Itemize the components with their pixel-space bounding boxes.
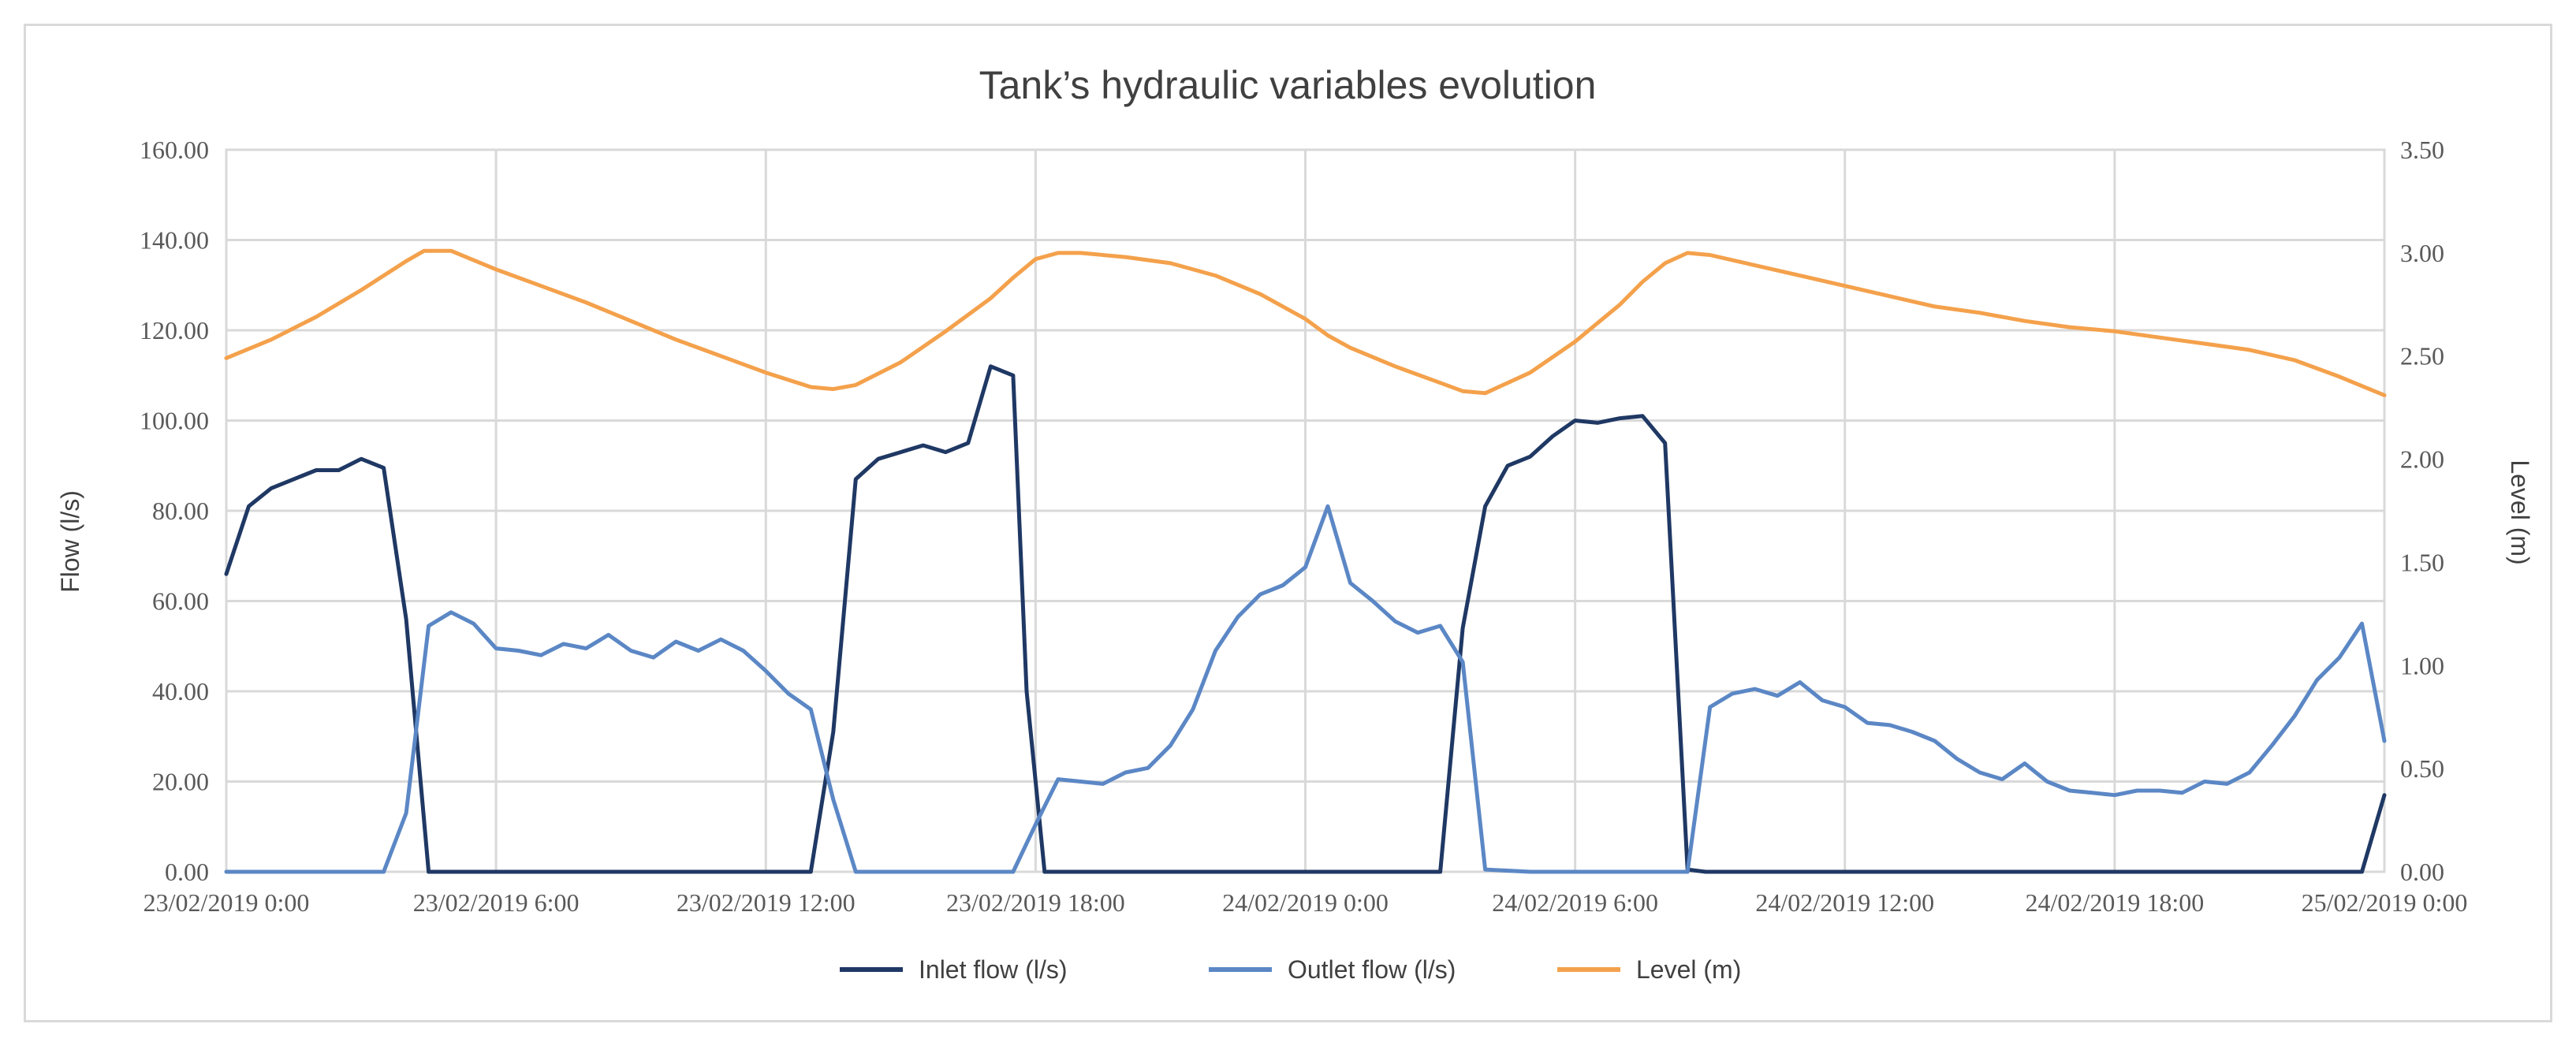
grid-lines [225, 148, 2386, 873]
y-left-tick-label: 0.00 [165, 858, 209, 886]
x-tick-label: 23/02/2019 12:00 [677, 888, 856, 917]
x-tick-label: 24/02/2019 12:00 [1755, 888, 1934, 917]
chart-frame [24, 24, 2552, 1022]
legend-label-level: Level (m) [1636, 955, 1741, 984]
y-left-tick-label: 140.00 [140, 226, 209, 255]
x-tick-label: 23/02/2019 0:00 [144, 888, 310, 917]
legend: Inlet flow (l/s) Outlet flow (l/s) Level (… [840, 955, 1741, 984]
y-left-tick-label: 60.00 [152, 587, 209, 616]
x-tick-label: 23/02/2019 18:00 [946, 888, 1125, 917]
y-left-tick-label: 100.00 [140, 407, 209, 435]
y-axis-left-title: Flow (l/s) [56, 490, 84, 593]
series-lines [224, 248, 2387, 874]
y-left-tick-label: 80.00 [152, 497, 209, 525]
y-left-tick-label: 120.00 [140, 316, 209, 344]
chart-title: Tank’s hydraulic variables evolution [979, 63, 1597, 107]
y-right-tick-label: 3.00 [2400, 239, 2444, 267]
legend-label-inlet-flow: Inlet flow (l/s) [919, 955, 1067, 984]
series-line-outlet-flow [224, 504, 2387, 874]
x-axis-ticks: 23/02/2019 0:00 23/02/2019 6:00 23/02/2019… [144, 888, 2468, 917]
y-axis-right-ticks: 0.00 0.50 1.00 1.50 2.00 2.50 3.00 3.50 [2400, 136, 2444, 886]
y-left-tick-label: 40.00 [152, 677, 209, 705]
y-left-tick-label: 20.00 [152, 768, 209, 796]
series-line-inlet-flow [224, 364, 2387, 874]
x-tick-label: 24/02/2019 6:00 [1492, 888, 1658, 917]
y-right-tick-label: 0.00 [2400, 858, 2444, 886]
x-tick-label: 23/02/2019 6:00 [413, 888, 580, 917]
legend-label-outlet-flow: Outlet flow (l/s) [1288, 955, 1456, 984]
y-left-tick-label: 160.00 [140, 136, 209, 164]
x-tick-label: 24/02/2019 18:00 [2026, 888, 2205, 917]
y-right-tick-label: 2.00 [2400, 445, 2444, 474]
y-right-tick-label: 1.50 [2400, 548, 2444, 576]
y-axis-left-ticks: 0.00 20.00 40.00 60.00 80.00 100.00 120.00 140.… [140, 136, 209, 886]
x-tick-label: 25/02/2019 0:00 [2302, 888, 2468, 917]
series-line-level [224, 248, 2387, 397]
y-right-tick-label: 1.00 [2400, 651, 2444, 679]
y-right-tick-label: 3.50 [2400, 136, 2444, 164]
y-right-tick-label: 0.50 [2400, 754, 2444, 783]
y-right-tick-label: 2.50 [2400, 342, 2444, 370]
y-axis-right-title: Level (m) [2506, 460, 2534, 564]
x-tick-label: 24/02/2019 0:00 [1222, 888, 1389, 917]
